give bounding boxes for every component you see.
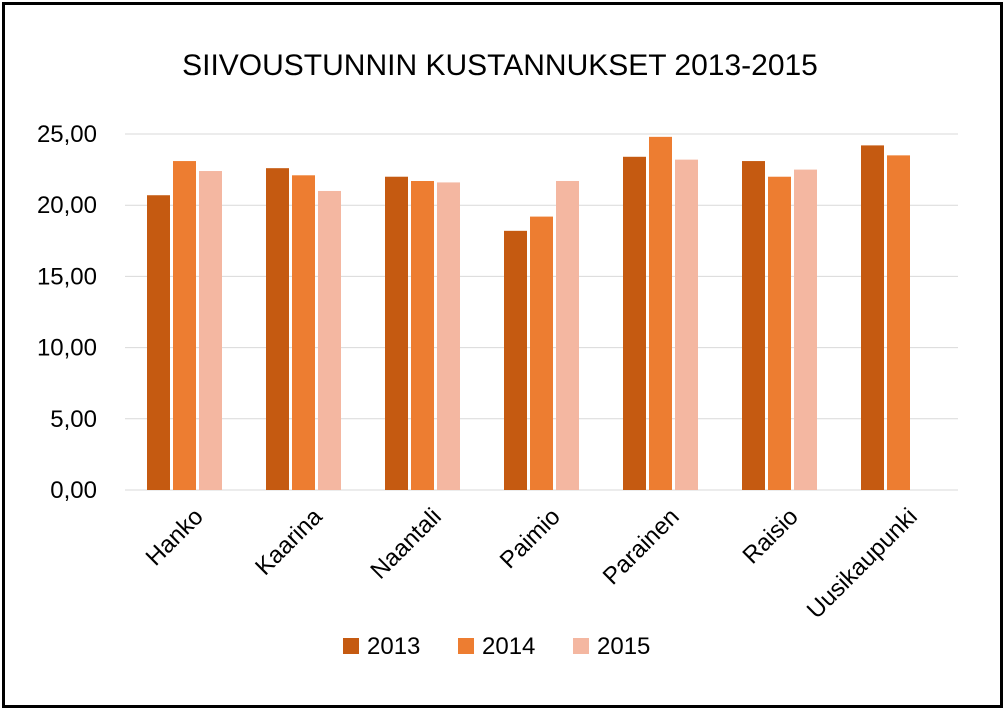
bar-2014-uusikaupunki [887, 155, 910, 491]
bar-2014-naantali [411, 180, 434, 490]
legend-label: 2015 [597, 633, 650, 660]
bar-2013-parainen [623, 156, 646, 490]
y-tick-label: 20,00 [37, 192, 97, 219]
bar-2014-kaarina [292, 175, 315, 490]
y-tick-label: 5,00 [50, 406, 97, 433]
legend-swatch-2015 [573, 638, 589, 654]
bar-2013-paimio [504, 230, 527, 490]
legend-label: 2014 [482, 633, 535, 660]
bar-2013-raisio [742, 161, 765, 490]
gridlines [125, 133, 958, 491]
legend-label: 2013 [367, 633, 420, 660]
bar-2013-kaarina [266, 168, 289, 490]
x-axis-categories: Hanko Kaarina Naantali Paimio Parainen Raisio… [141, 503, 923, 624]
x-tick-label: Raisio [737, 503, 803, 569]
bars [147, 136, 910, 491]
bar-2014-paimio [530, 216, 553, 491]
y-tick-label: 15,00 [37, 263, 97, 290]
bar-2014-raisio [768, 176, 791, 490]
y-axis-ticks: 0,00 5,00 10,00 15,00 20,00 25,00 [37, 121, 97, 504]
bar-2013-hanko [147, 195, 170, 490]
bar-2015-parainen [675, 159, 698, 490]
y-tick-label: 0,00 [50, 477, 97, 504]
bar-2015-paimio [556, 180, 579, 490]
x-tick-label: Hanko [141, 503, 209, 571]
x-tick-label: Uusikaupunki [802, 503, 923, 624]
chart-title: SIIVOUSTUNNIN KUSTANNUKSET 2013-2015 [182, 49, 818, 82]
x-tick-label: Naantali [365, 503, 446, 584]
y-tick-label: 25,00 [37, 121, 97, 148]
bar-2013-uusikaupunki [861, 145, 884, 490]
x-tick-label: Parainen [598, 503, 685, 590]
bar-2015-raisio [794, 169, 817, 490]
x-tick-label: Paimio [495, 503, 566, 574]
legend: 2013 2014 2015 [343, 633, 650, 660]
y-tick-label: 10,00 [37, 335, 97, 362]
legend-swatch-2014 [458, 638, 474, 654]
bar-2015-kaarina [318, 190, 341, 490]
x-tick-label: Kaarina [250, 503, 328, 581]
bar-2015-hanko [199, 171, 222, 491]
bar-2014-parainen [649, 136, 672, 490]
bar-2014-hanko [173, 161, 196, 490]
legend-swatch-2013 [343, 638, 359, 654]
bar-2015-naantali [437, 182, 460, 490]
bar-2013-naantali [385, 176, 408, 490]
